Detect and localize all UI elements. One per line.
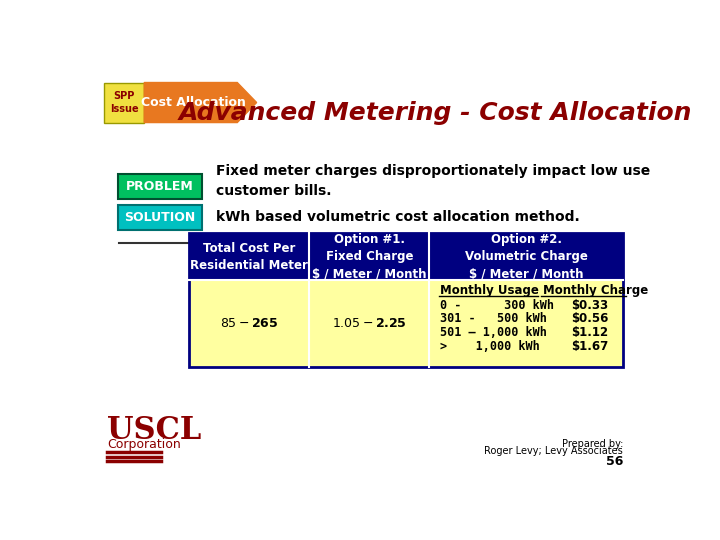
Text: Corporation: Corporation [107, 438, 181, 451]
Text: $85 - $265: $85 - $265 [220, 317, 279, 330]
Text: Roger Levy; Levy Associates: Roger Levy; Levy Associates [485, 447, 624, 456]
Text: Total Cost Per
Residential Meter: Total Cost Per Residential Meter [190, 241, 308, 272]
Text: Monthly Charge: Monthly Charge [543, 284, 648, 297]
FancyBboxPatch shape [189, 233, 624, 280]
Text: PROBLEM: PROBLEM [126, 180, 194, 193]
Text: Option #1.
Fixed Charge
$ / Meter / Month: Option #1. Fixed Charge $ / Meter / Mont… [312, 233, 427, 280]
Text: SPP
Issue: SPP Issue [109, 91, 138, 114]
Text: Advanced Metering - Cost Allocation: Advanced Metering - Cost Allocation [178, 102, 692, 125]
Text: $1.12: $1.12 [571, 326, 608, 339]
Polygon shape [144, 83, 256, 123]
Text: $0.33: $0.33 [571, 299, 608, 312]
FancyBboxPatch shape [118, 174, 202, 199]
Text: kWh based volumetric cost allocation method.: kWh based volumetric cost allocation met… [215, 210, 580, 224]
FancyBboxPatch shape [118, 205, 202, 229]
Text: Cost Allocation: Cost Allocation [140, 96, 246, 109]
Text: 501 – 1,000 kWh: 501 – 1,000 kWh [441, 326, 547, 339]
Text: 56: 56 [606, 455, 624, 468]
Text: USCL: USCL [107, 415, 202, 446]
Text: Option #2.
Volumetric Charge
$ / Meter / Month: Option #2. Volumetric Charge $ / Meter /… [465, 233, 588, 280]
Text: SOLUTION: SOLUTION [124, 211, 195, 224]
Text: $1.05 - $2.25: $1.05 - $2.25 [332, 317, 407, 330]
Text: $0.56: $0.56 [571, 313, 608, 326]
Text: 301 -   500 kWh: 301 - 500 kWh [441, 313, 547, 326]
Text: >    1,000 kWh: > 1,000 kWh [441, 340, 540, 353]
Text: Fixed meter charges disproportionately impact low use
customer bills.: Fixed meter charges disproportionately i… [215, 164, 649, 198]
Text: Monthly Usage: Monthly Usage [441, 284, 539, 297]
Text: $1.67: $1.67 [571, 340, 608, 353]
FancyBboxPatch shape [104, 83, 144, 123]
Text: 0 -      300 kWh: 0 - 300 kWh [441, 299, 554, 312]
FancyBboxPatch shape [189, 280, 624, 367]
Text: Prepared by:: Prepared by: [562, 440, 624, 449]
